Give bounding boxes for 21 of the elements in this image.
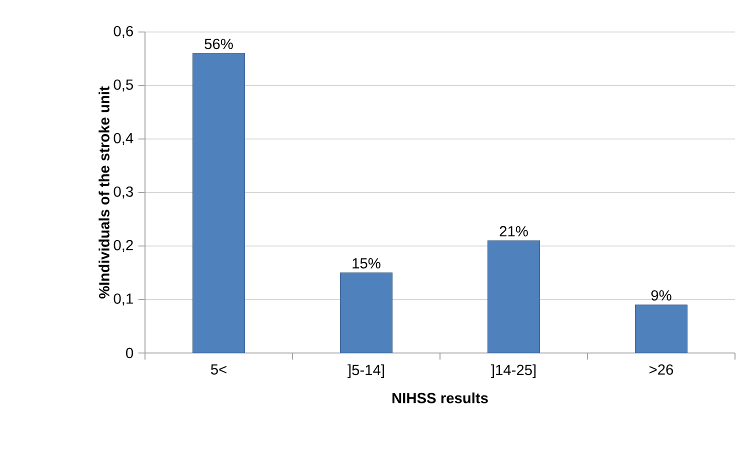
x-tick-label: 5< [210,364,226,375]
x-tick-label: ]14-25] [491,364,536,378]
bar [192,53,246,353]
x-tick-label: ]5-14] [348,364,384,378]
x-tick-label: >26 [650,364,674,375]
y-tick-label: 0,5 [114,79,133,92]
bar [634,304,688,353]
data-label: 9% [651,290,672,301]
data-label: 56% [204,38,233,50]
y-axis-title: %Individuals of the stroke unit [98,86,110,298]
bar [487,240,540,353]
data-label: 15% [352,258,380,268]
y-tick-label: 0,1 [114,293,133,306]
y-tick-label: 0,2 [114,240,133,252]
data-label: 21% [500,226,528,236]
y-tick-label: 0,3 [114,186,133,199]
y-tick-label: 0 [126,348,134,358]
bar [340,272,393,353]
y-tick-label: 0,6 [114,26,133,38]
x-axis-title: NIHSS results [392,392,488,404]
y-tick-label: 0,4 [114,132,134,146]
